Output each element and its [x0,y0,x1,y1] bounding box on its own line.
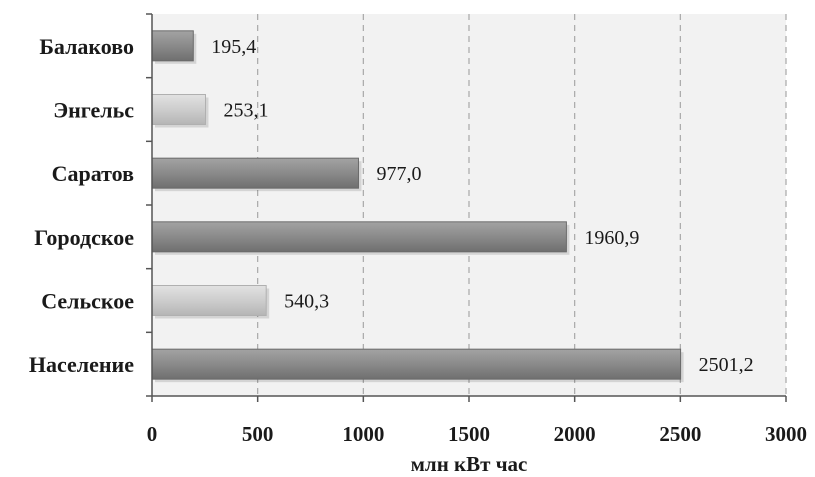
category-label: Саратов [52,161,135,186]
x-tick-label: 1500 [448,422,490,446]
category-label: Сельское [41,289,134,314]
bar [151,157,359,189]
x-tick-label: 3000 [765,422,807,446]
bar [151,94,206,125]
bar [151,285,267,316]
bar [151,348,682,380]
x-tick-label: 2000 [554,422,596,446]
axes [146,13,787,402]
value-label: 540,3 [284,291,329,313]
value-label: 1960,9 [584,227,639,249]
grid-lines [257,14,787,396]
bar [151,221,567,253]
x-axis-title: млн кВт час [411,452,528,476]
x-tick-label: 0 [147,422,158,446]
x-tick-label: 2500 [659,422,701,446]
bars [151,30,684,383]
category-label: Энгельс [53,98,134,123]
x-tick-label: 500 [242,422,274,446]
value-label: 253,1 [223,100,268,122]
x-tick-label: 1000 [342,422,384,446]
value-label: 977,0 [376,163,421,185]
category-label: Население [29,352,134,377]
value-label: 2501,2 [699,354,754,376]
category-label: Городское [34,225,134,250]
value-label: 195,4 [211,36,256,58]
category-label: Балаково [39,34,134,59]
labels: 0 500 1000 1500 2000 2500 3000 Балаково 195,4 Энг… [29,34,807,446]
bar [151,30,194,62]
